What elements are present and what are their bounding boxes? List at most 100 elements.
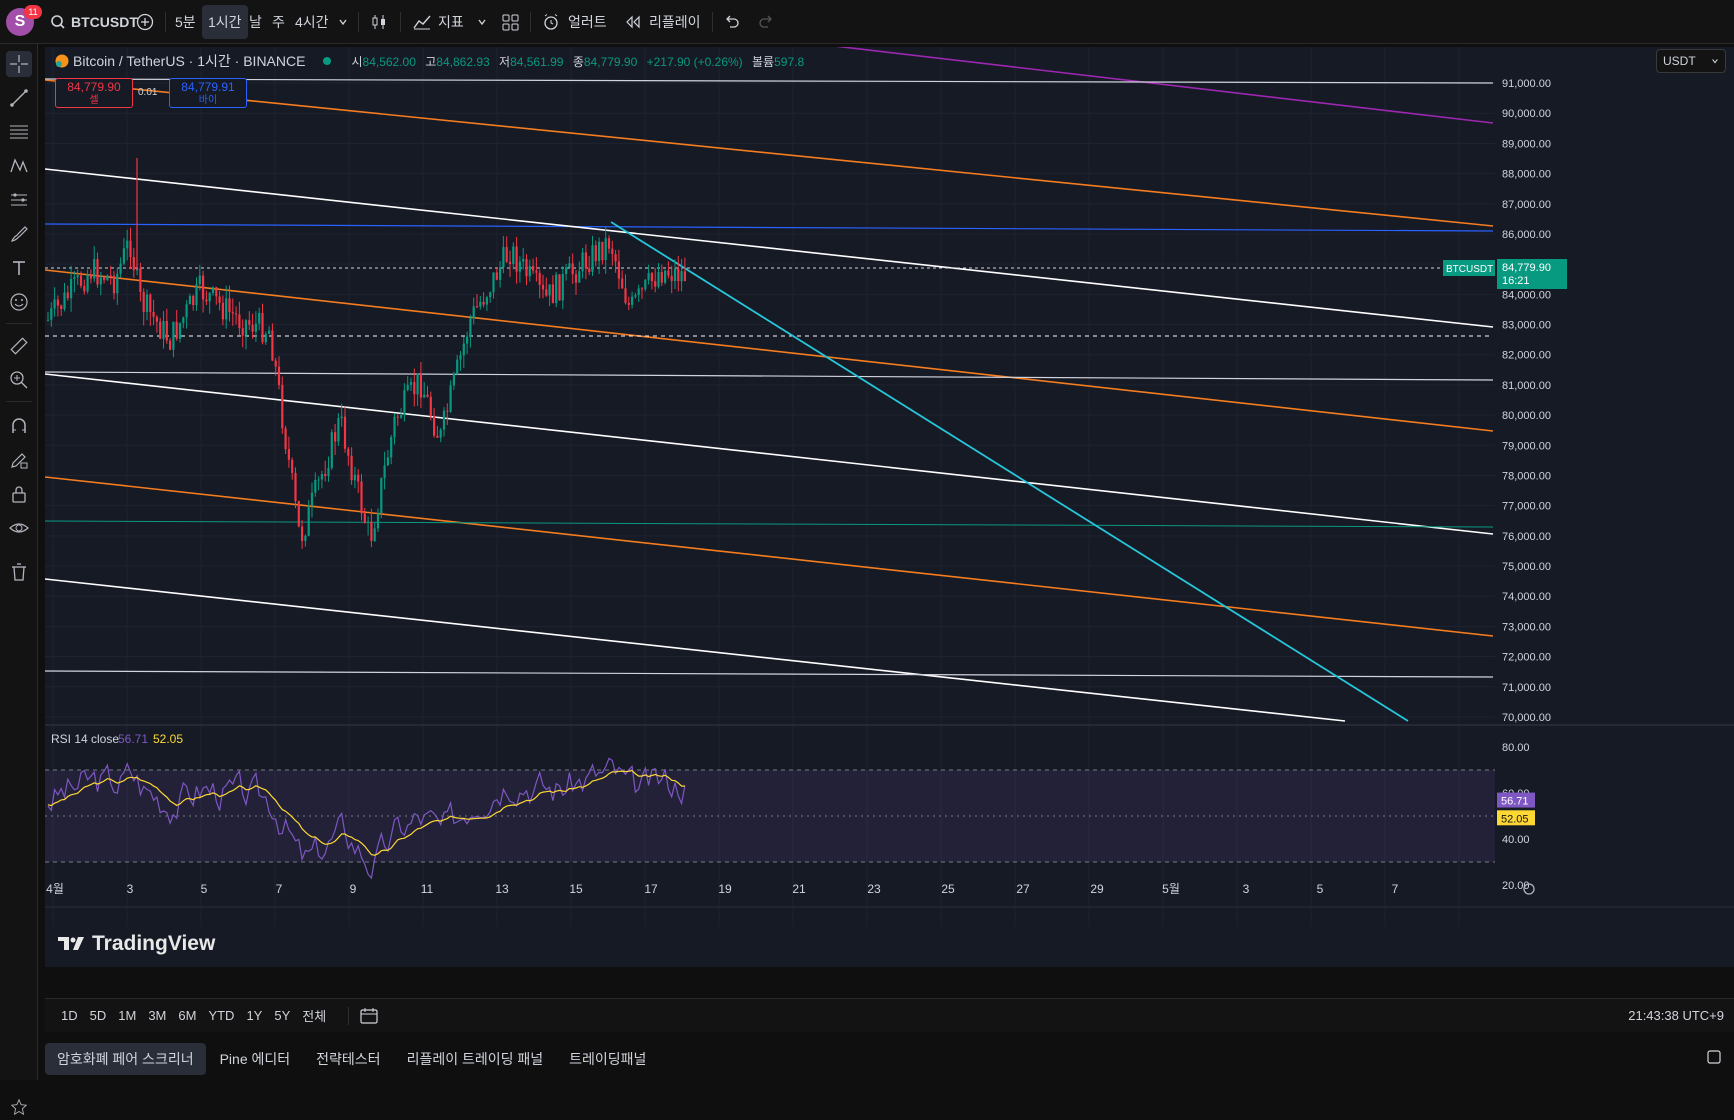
range-5Y[interactable]: 5Y [274,1008,291,1023]
candle-body [548,284,551,296]
price-chart[interactable]: 91,000.00 90,000.00 89,000.00 88,000.00 87,0… [45,47,1734,967]
candle-body [169,340,172,350]
candle-body [324,474,327,477]
candle-body [677,268,680,282]
candle-body [650,273,653,282]
candle-body [238,314,241,329]
white-hline [45,78,1494,84]
candle-type-button[interactable] [370,0,388,44]
interval-5m[interactable]: 5분 [175,14,196,30]
candle-body [538,272,541,285]
interval-1h[interactable]: 1시간 [202,5,248,39]
candle-body [261,312,264,343]
range-YTD[interactable]: YTD [208,1008,235,1023]
alerts-button[interactable]: 얼러트 [542,0,607,44]
magnet-icon[interactable] [6,413,32,439]
candle-body [574,274,578,283]
candle-body [390,437,393,458]
tab-crypto-screener[interactable]: 암호화폐 페어 스크리너 [45,1042,206,1075]
range-6M[interactable]: 6M [178,1008,197,1023]
candle-body [142,291,145,313]
undo-button[interactable] [724,0,740,44]
orange-channel-line [45,269,1494,432]
chevron-down-icon[interactable] [338,0,348,44]
candle-body [228,298,231,313]
trend-line-icon[interactable] [6,85,32,111]
candle-body [446,410,449,412]
candle-body [218,296,221,303]
candle-body [400,415,403,418]
range-1Y[interactable]: 1Y [246,1008,263,1023]
candle-body [208,293,211,302]
bottom-panel-tabs: 암호화폐 페어 스크리너 Pine 에디터 전략테스터 리플레이 트레이딩 패널… [45,1037,1734,1080]
indicators-button[interactable]: 지표 [412,0,464,44]
candle-body [350,455,353,481]
tab-pine-editor[interactable]: Pine 에디터 [219,1050,291,1067]
chart-pane[interactable]: 91,000.00 90,000.00 89,000.00 88,000.00 87,0… [45,47,1734,967]
currency-select[interactable]: USDT [1656,49,1726,73]
replay-button[interactable]: 리플레이 [625,0,701,44]
range-5D[interactable]: 5D [89,1008,107,1023]
candle-body [396,416,399,418]
candle-body [508,261,512,264]
price-axis-label: 88,000.00 [1502,169,1551,181]
pencil-lock-icon[interactable] [6,447,32,473]
layout-grid-button[interactable] [502,0,519,44]
clock[interactable]: 21:43:38 UTC+9 [1628,1008,1724,1023]
rsi-axis-label: 80.00 [1502,742,1530,754]
range-전체[interactable]: 전체 [302,1009,327,1024]
time-axis-label: 13 [495,882,509,896]
candle-body [347,448,350,456]
range-1M[interactable]: 1M [118,1008,137,1023]
buy-button[interactable]: 84,779.91 바이 [169,78,247,108]
candle-body [640,288,644,290]
lock-icon[interactable] [6,481,32,507]
maximize-panel-icon[interactable] [1706,1049,1722,1068]
tab-trading-panel[interactable]: 트레이딩패널 [569,1050,647,1067]
range-1D[interactable]: 1D [61,1008,78,1023]
price-axis-label: 71,000.00 [1502,682,1551,694]
candle-body [195,284,198,306]
eye-icon[interactable] [6,515,32,541]
fib-lines-icon[interactable] [6,119,32,145]
crosshair-icon[interactable] [6,51,32,77]
tradingview-logo-icon [58,937,84,950]
pattern-icon[interactable] [6,153,32,179]
text-icon[interactable] [6,255,32,281]
chevron-down-icon[interactable] [477,0,487,44]
calendar-range-icon[interactable] [359,1007,379,1025]
tab-strategy-tester[interactable]: 전략테스터 [316,1050,381,1067]
time-axis-label: 29 [1090,882,1104,896]
candle-body [627,302,630,305]
range-3M[interactable]: 3M [148,1008,167,1023]
symbol-title[interactable]: Bitcoin / TetherUS · 1시간 · BINANCE [73,53,306,69]
price-axis-label: 80,000.00 [1502,410,1551,422]
add-symbol-button[interactable] [136,0,154,44]
trash-icon[interactable] [6,559,32,585]
candle-body [93,259,96,279]
brush-icon[interactable] [6,221,32,247]
sell-button[interactable]: 84,779.90 셀 [55,78,133,108]
candle-body [116,273,119,294]
interval-1d[interactable]: 날 [249,14,262,30]
symbol-search[interactable]: BTCUSDT [50,0,138,44]
candle-body [578,271,581,283]
redo-button[interactable] [758,0,774,44]
candlestick-icon [372,15,385,29]
rsi-label: RSI 14 close [51,732,119,746]
tab-replay-trading-panel[interactable]: 리플레이 트레이딩 패널 [406,1050,544,1067]
star-icon[interactable] [6,1094,32,1120]
candle-body [301,526,304,541]
ruler-icon[interactable] [6,333,32,359]
candle-body [106,275,109,281]
candle-body [571,263,574,275]
forecast-icon[interactable] [6,187,32,213]
interval-1w[interactable]: 주 [272,14,285,30]
interval-4h[interactable]: 4시간 [295,14,329,30]
zoom-in-icon[interactable] [6,367,32,393]
plus-circle-icon [136,13,154,31]
candle-body [667,270,670,276]
emoji-icon[interactable] [6,289,32,315]
candle-body [621,278,624,289]
candle-body [413,382,416,395]
